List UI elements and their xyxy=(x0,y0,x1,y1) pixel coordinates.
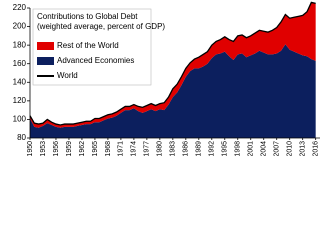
x-tick-label: 1986 xyxy=(183,141,190,156)
line xyxy=(29,1,316,126)
x-tick-label: 1971 xyxy=(118,141,125,156)
x-tick-label: 2001 xyxy=(248,141,255,156)
x-tick-label: 1977 xyxy=(144,141,151,156)
x-tick-label: 1959 xyxy=(66,141,73,156)
legend-box xyxy=(32,8,152,86)
legend-title: Contributions to Global Debt xyxy=(37,12,138,21)
legend-label: World xyxy=(57,71,78,80)
x-tick-label: 1995 xyxy=(222,141,229,156)
x-tick-label: 1965 xyxy=(92,141,99,156)
y-tick-label: 140 xyxy=(13,77,27,86)
x-tick-label: 2004 xyxy=(261,141,268,156)
y-tick-label: 100 xyxy=(13,115,27,124)
y-tick-label: 160 xyxy=(13,59,27,68)
x-tick-label: 1992 xyxy=(209,141,216,156)
x-tick-label: 1950 xyxy=(27,141,34,156)
x-tick-label: 1989 xyxy=(196,141,203,156)
y-tick-label: 220 xyxy=(13,3,27,12)
x-tick-label: 1953 xyxy=(40,141,47,156)
x-tick-label: 2013 xyxy=(300,141,307,156)
chart: 80 100 120 140 160 180 200 220 1950 1953 1956 1959 1… xyxy=(13,1,320,156)
x-tick-label: 1998 xyxy=(235,141,242,156)
legend-label: Advanced Economies xyxy=(57,56,134,65)
y-tick-label: 120 xyxy=(13,96,27,105)
legend-swatch xyxy=(37,57,54,65)
legend: Contributions to Global Debt(weighted av… xyxy=(32,8,165,86)
x-tick-label: 1980 xyxy=(157,141,164,156)
x-tick-label: 2010 xyxy=(287,141,294,156)
x-tick-label: 2007 xyxy=(274,141,281,156)
x-tick-label: 1983 xyxy=(170,141,177,156)
x-tick-label: 1962 xyxy=(79,141,86,156)
x-tick-label: 1956 xyxy=(53,141,60,156)
x-tick-label: 2016 xyxy=(313,141,320,156)
legend-subtitle: (weighted average, percent of GDP) xyxy=(37,22,165,31)
y-tick-label: 180 xyxy=(13,40,27,49)
x-tick-label: 1974 xyxy=(131,141,138,156)
legend-swatch xyxy=(37,42,54,50)
legend-label: Rest of the World xyxy=(57,41,119,50)
x-tick-label: 1968 xyxy=(105,141,112,156)
area xyxy=(30,44,316,138)
y-tick-label: 200 xyxy=(13,22,27,31)
y-tick-label: 80 xyxy=(17,133,26,142)
